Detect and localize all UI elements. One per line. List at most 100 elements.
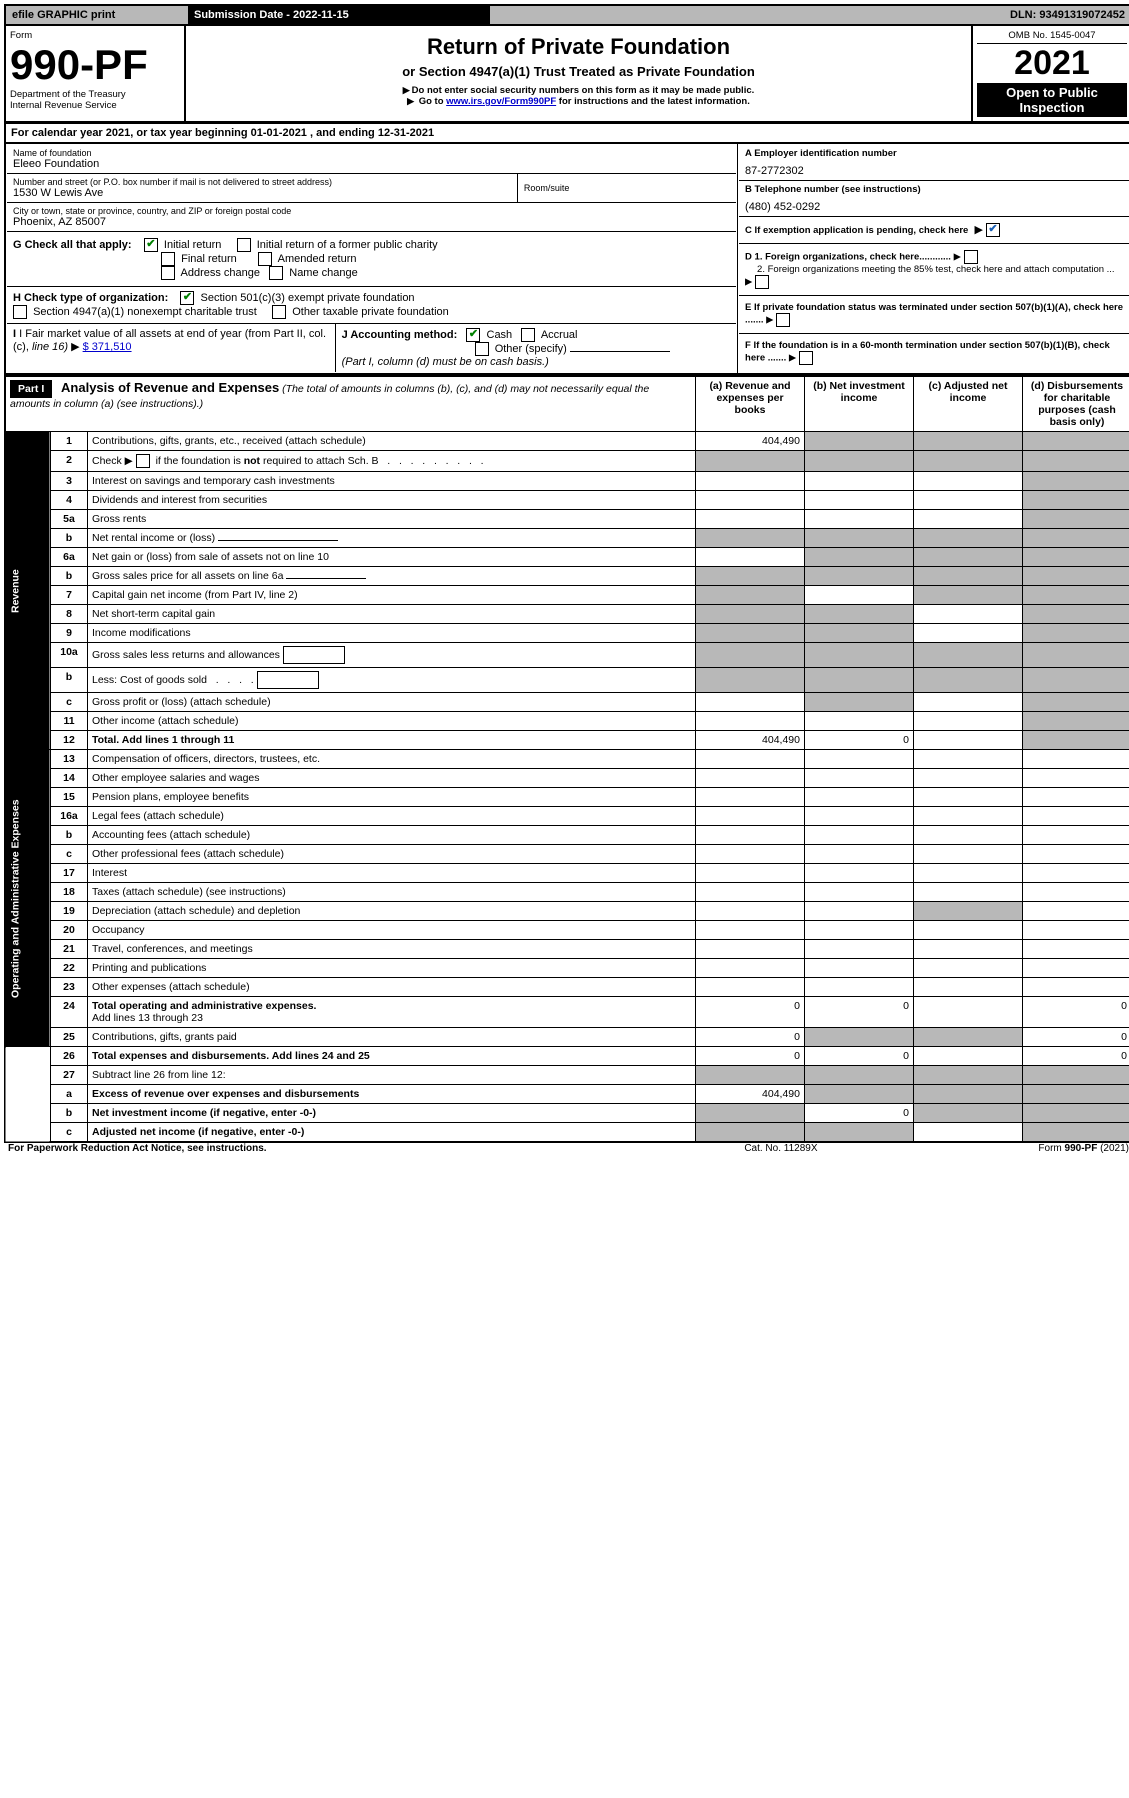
g2: Initial return of a former public charit… <box>257 239 438 251</box>
h2-checkbox[interactable] <box>13 305 27 319</box>
accrual-checkbox[interactable] <box>521 328 535 342</box>
line-26-b: 0 <box>805 1047 914 1066</box>
initial-return-public-checkbox[interactable] <box>237 238 251 252</box>
part1-table: Part I Analysis of Revenue and Expenses … <box>4 375 1129 1143</box>
line-16a: Legal fees (attach schedule) <box>88 807 696 826</box>
arrow-icon <box>407 96 416 107</box>
line-2: Check ▶ if the foundation is not require… <box>88 451 696 472</box>
cal-begin: 01-01-2021 <box>251 127 307 139</box>
part1-title: Analysis of Revenue and Expenses <box>61 380 279 395</box>
line-25: Contributions, gifts, grants paid <box>88 1028 696 1047</box>
line-16b: Accounting fees (attach schedule) <box>88 826 696 845</box>
d1-checkbox[interactable] <box>964 250 978 264</box>
line-22: Printing and publications <box>88 959 696 978</box>
initial-return-checkbox[interactable] <box>144 238 158 252</box>
line-1-a: 404,490 <box>696 432 805 451</box>
sch-b-checkbox[interactable] <box>136 454 150 468</box>
h3: Other taxable private foundation <box>292 306 449 318</box>
revenue-side-label: Revenue <box>5 432 51 750</box>
calendar-year-row: For calendar year 2021, or tax year begi… <box>4 123 1129 144</box>
line-27b: Net investment income (if negative, ente… <box>88 1104 696 1123</box>
line-27: Subtract line 26 from line 12: <box>88 1066 696 1085</box>
h2: Section 4947(a)(1) nonexempt charitable … <box>33 306 257 318</box>
amended-return-checkbox[interactable] <box>258 252 272 266</box>
name-label: Name of foundation <box>13 148 730 158</box>
phone-label: B Telephone number (see instructions) <box>745 184 1124 195</box>
part1-label: Part I <box>10 380 52 398</box>
line-25-a: 0 <box>696 1028 805 1047</box>
addr-label: Number and street (or P.O. box number if… <box>13 177 511 187</box>
form-label: Form <box>10 30 180 41</box>
line-5a: Gross rents <box>88 510 696 529</box>
form-note-2a: Go to <box>419 96 446 107</box>
address-change-checkbox[interactable] <box>161 266 175 280</box>
tax-year: 2021 <box>977 44 1127 83</box>
ein-value: 87-2772302 <box>745 159 1124 177</box>
instructions-link[interactable]: www.irs.gov/Form990PF <box>446 96 556 107</box>
fmv-value[interactable]: $ 371,510 <box>83 341 132 353</box>
line-27c: Adjusted net income (if negative, enter … <box>88 1123 696 1143</box>
c-checkbox[interactable] <box>986 223 1000 237</box>
g5: Address change <box>181 267 261 279</box>
efile-print-label: efile GRAPHIC print <box>12 9 115 21</box>
f-checkbox[interactable] <box>799 351 813 365</box>
h-label: H Check type of organization: <box>13 292 168 304</box>
top-bar: efile GRAPHIC print Submission Date - 20… <box>4 4 1129 26</box>
line-6b: Gross sales price for all assets on line… <box>88 567 696 586</box>
line-16c: Other professional fees (attach schedule… <box>88 845 696 864</box>
line-26-a: 0 <box>696 1047 805 1066</box>
d2-text: 2. Foreign organizations meeting the 85%… <box>757 264 1115 275</box>
line-4: Dividends and interest from securities <box>88 491 696 510</box>
submission-date: 2022-11-15 <box>293 9 349 21</box>
line-13: Compensation of officers, directors, tru… <box>88 750 696 769</box>
col-c-header: (c) Adjusted net income <box>914 376 1023 432</box>
g-label: G Check all that apply: <box>13 239 132 251</box>
form-title: Return of Private Foundation <box>190 34 967 60</box>
col-a-header: (a) Revenue and expenses per books <box>696 376 805 432</box>
col-d-header: (d) Disbursements for charitable purpose… <box>1023 376 1129 432</box>
line-12: Total. Add lines 1 through 11 <box>88 731 696 750</box>
line-23: Other expenses (attach schedule) <box>88 978 696 997</box>
line-15: Pension plans, employee benefits <box>88 788 696 807</box>
page-footer: For Paperwork Reduction Act Notice, see … <box>4 1143 1129 1154</box>
line-27b-b: 0 <box>805 1104 914 1123</box>
foundation-name: Eleeo Foundation <box>13 158 730 170</box>
footer-right: Form 990-PF (2021) <box>884 1143 1129 1154</box>
line-24-a: 0 <box>696 997 805 1028</box>
j3: Other (specify) <box>495 343 567 355</box>
dln-label: DLN: <box>1010 9 1039 21</box>
e-checkbox[interactable] <box>776 313 790 327</box>
dept-line-2: Internal Revenue Service <box>10 100 180 111</box>
city-state-zip: Phoenix, AZ 85007 <box>13 216 730 228</box>
g4: Amended return <box>278 253 357 265</box>
line-1: Contributions, gifts, grants, etc., rece… <box>88 432 696 451</box>
line-10c: Gross profit or (loss) (attach schedule) <box>88 693 696 712</box>
line-7: Capital gain net income (from Part IV, l… <box>88 586 696 605</box>
entity-block: Name of foundation Eleeo Foundation Numb… <box>4 144 1129 375</box>
line-6a: Net gain or (loss) from sale of assets n… <box>88 548 696 567</box>
line-9: Income modifications <box>88 624 696 643</box>
c-label: C If exemption application is pending, c… <box>745 225 968 236</box>
form-note-2b: for instructions and the latest informat… <box>559 96 750 107</box>
h3-checkbox[interactable] <box>272 305 286 319</box>
submission-date-label: Submission Date - <box>194 9 293 21</box>
d2-checkbox[interactable] <box>755 275 769 289</box>
line-26-d: 0 <box>1023 1047 1129 1066</box>
line-5b: Net rental income or (loss) <box>88 529 696 548</box>
name-change-checkbox[interactable] <box>269 266 283 280</box>
j-note: (Part I, column (d) must be on cash basi… <box>342 356 549 368</box>
h1-checkbox[interactable] <box>180 291 194 305</box>
form-subtitle: or Section 4947(a)(1) Trust Treated as P… <box>190 64 967 79</box>
form-number: 990-PF <box>10 41 180 89</box>
g6: Name change <box>289 267 358 279</box>
form-header: Form 990-PF Department of the Treasury I… <box>4 26 1129 123</box>
j2: Accrual <box>541 329 578 341</box>
other-method-checkbox[interactable] <box>475 342 489 356</box>
line-8: Net short-term capital gain <box>88 605 696 624</box>
line-11: Other income (attach schedule) <box>88 712 696 731</box>
line-18: Taxes (attach schedule) (see instruction… <box>88 883 696 902</box>
dept-line-1: Department of the Treasury <box>10 89 180 100</box>
h1: Section 501(c)(3) exempt private foundat… <box>201 292 415 304</box>
final-return-checkbox[interactable] <box>161 252 175 266</box>
cash-checkbox[interactable] <box>466 328 480 342</box>
